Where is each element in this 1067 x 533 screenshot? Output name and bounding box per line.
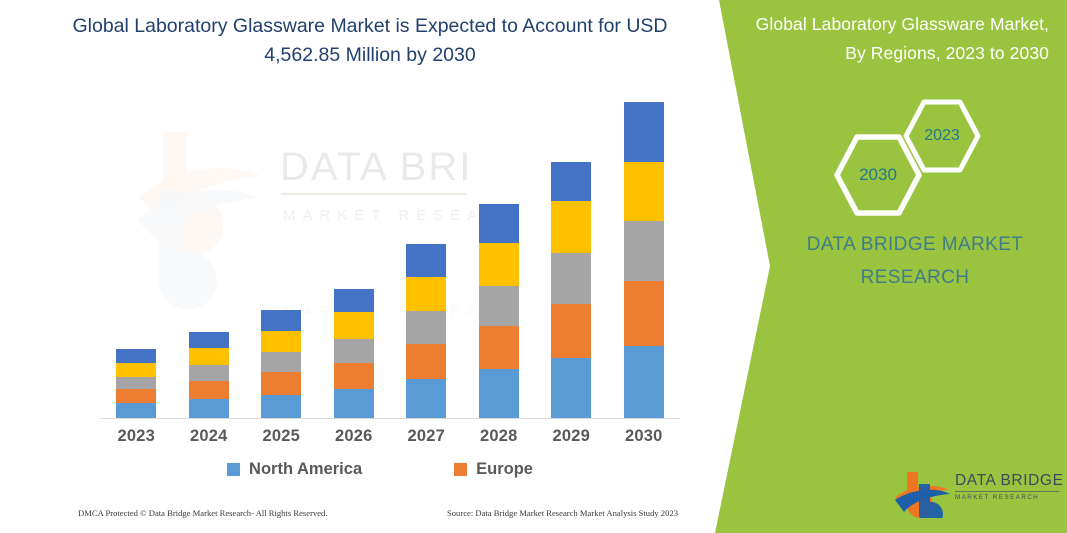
data-bridge-mark-icon [895, 472, 950, 526]
bar-segment-asia-pacific-2029 [551, 252, 592, 304]
bar-column-2025 [261, 309, 302, 418]
bar-column-2029 [551, 161, 592, 418]
bar-segment-europe-2026 [333, 362, 374, 390]
bar-segment-asia-pacific-2026 [333, 338, 374, 363]
bar-column-2030 [623, 102, 664, 418]
data-bridge-logo: DATA BRIDGE MARKET RESEARCH [893, 468, 1064, 526]
bar-segment-europe-2030 [623, 281, 664, 346]
bar-segment-south-america-2027 [406, 277, 447, 311]
bar-segment-south-america-2024 [188, 348, 229, 366]
footer: DMCA Protected © Data Bridge Market Rese… [78, 508, 678, 518]
hexagon-2023-label: 2023 [924, 127, 960, 144]
bar-segment-south-america-2025 [261, 331, 302, 353]
year-label-2028: 2028 [479, 427, 518, 445]
year-label-2027: 2027 [407, 427, 445, 445]
bar-segment-asia-pacific-2023 [116, 376, 157, 390]
year-label-2030: 2030 [624, 427, 663, 445]
bar-segment-north-america-2025 [261, 394, 302, 418]
legend-label: North America [249, 459, 363, 478]
year-label-2029: 2029 [552, 427, 590, 445]
bar-column-2026 [333, 288, 374, 418]
bar-segment-europe-2029 [551, 303, 592, 358]
hexagon-outline-icon [834, 134, 922, 216]
bar-segment-asia-pacific-2027 [406, 310, 447, 344]
bar-segment-middle-east-and-africa-2027 [406, 244, 447, 278]
logo-title: DATA BRIDGE [955, 472, 1064, 489]
bar-column-2023 [116, 349, 157, 418]
bar-segment-south-america-2029 [551, 200, 592, 253]
bar-segment-middle-east-and-africa-2024 [188, 332, 229, 349]
bar-segment-europe-2027 [406, 343, 447, 379]
x-axis-labels: 2023 2024 2025 2026 2027 2028 2029 2030 [80, 427, 680, 453]
bar-segment-north-america-2029 [551, 357, 592, 418]
bar-segment-north-america-2027 [406, 378, 447, 418]
legend-item-europe[interactable]: Europe [454, 460, 533, 479]
year-label-2025: 2025 [262, 427, 300, 445]
chart-legend: North America Europe [80, 456, 680, 482]
legend-swatch-icon [454, 462, 468, 476]
hexagon-outline-icon [903, 99, 981, 173]
footer-source: Source: Data Bridge Market Research Mark… [446, 508, 678, 518]
bar-segment-asia-pacific-2025 [261, 352, 302, 373]
hexagon-2030: 2030 [834, 133, 922, 217]
bar-segment-north-america-2023 [116, 403, 157, 418]
panel-heading: Global Laboratory Glassware Market, By R… [755, 14, 1049, 63]
bar-segment-south-america-2028 [478, 243, 519, 286]
bar-segment-europe-2023 [116, 389, 157, 404]
chart-area: DATA BRIDGE MARKET RESEARCH MARKET RESEA… [80, 100, 680, 425]
bar-segment-europe-2024 [188, 380, 229, 399]
bar-segment-south-america-2026 [333, 312, 374, 339]
hexagon-2030-label: 2030 [859, 165, 897, 184]
bar-segment-asia-pacific-2028 [478, 285, 519, 326]
bar-column-2024 [188, 332, 229, 418]
bar-segment-middle-east-and-africa-2023 [116, 349, 157, 363]
year-label-2026: 2026 [334, 427, 373, 445]
footer-copyright: DMCA Protected © Data Bridge Market Rese… [78, 508, 328, 518]
bar-segment-south-america-2023 [116, 362, 157, 377]
bar-segment-middle-east-and-africa-2028 [478, 203, 519, 244]
green-side-panel [715, 0, 1067, 533]
chart-title: Global Laboratory Glassware Market is Ex… [72, 15, 668, 66]
bar-column-2027 [406, 244, 447, 418]
bar-segment-north-america-2026 [333, 389, 374, 418]
legend-label: Europe [476, 459, 533, 478]
bar-segment-north-america-2028 [478, 369, 519, 418]
panel-brand-text: DATA BRIDGE MARKET RESEARCH [806, 234, 1024, 288]
year-label-2024: 2024 [189, 427, 228, 445]
bar-segment-south-america-2030 [623, 161, 664, 221]
logo-text-group: DATA BRIDGE MARKET RESEARCH [955, 472, 1064, 501]
bar-segment-north-america-2024 [188, 398, 229, 418]
logo-subtitle: MARKET RESEARCH [955, 494, 1040, 501]
bar-segment-europe-2025 [261, 372, 302, 395]
bar-segment-middle-east-and-africa-2026 [333, 288, 374, 313]
legend-swatch-icon [227, 462, 241, 476]
bar-segment-europe-2028 [478, 325, 519, 370]
bar-segment-asia-pacific-2030 [623, 220, 664, 282]
bar-segment-asia-pacific-2024 [188, 365, 229, 381]
bar-segment-middle-east-and-africa-2025 [261, 309, 302, 332]
logo-divider [955, 491, 1059, 492]
legend-item-north-america[interactable]: North America [227, 460, 362, 479]
bar-segment-middle-east-and-africa-2029 [551, 161, 592, 201]
bar-column-2028 [478, 203, 519, 418]
bar-segment-north-america-2030 [623, 345, 664, 418]
year-label-2023: 2023 [117, 427, 155, 445]
bar-plot [100, 100, 680, 418]
hexagon-2023: 2023 [903, 98, 981, 174]
x-axis-line [100, 418, 680, 419]
bar-segment-middle-east-and-africa-2030 [623, 102, 664, 162]
